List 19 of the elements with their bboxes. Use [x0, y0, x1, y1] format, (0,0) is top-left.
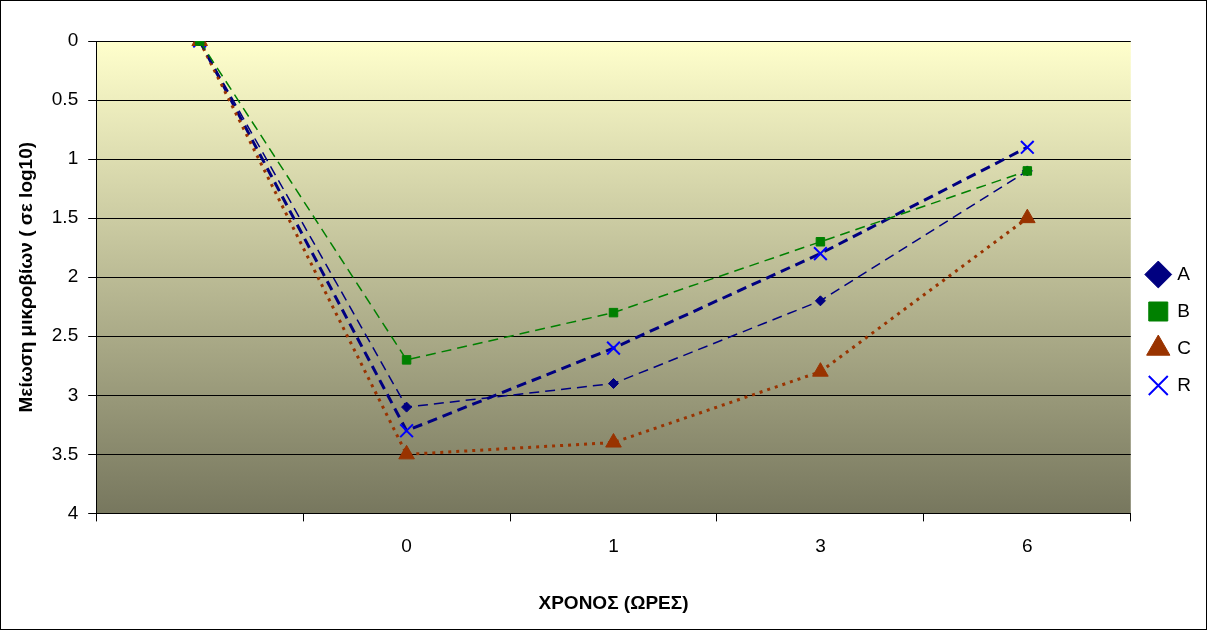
x-tick-label: 3	[815, 535, 826, 557]
y-tick-label: 1	[67, 147, 79, 169]
y-tick-label: 3	[67, 383, 79, 405]
legend-label: B	[1177, 299, 1190, 321]
y-axis-title: Μείωση μικροβίων ( σε log10)	[14, 141, 36, 413]
x-tick-label: 1	[608, 535, 619, 557]
x-tick-label: 0	[401, 535, 412, 557]
y-tick-label: 2.5	[51, 324, 79, 346]
y-tick-label: 4	[67, 501, 79, 523]
legend-label: R	[1177, 373, 1192, 395]
legend-label: C	[1177, 336, 1192, 358]
y-tick-label: 3.5	[51, 442, 79, 464]
legend-label: A	[1177, 262, 1191, 284]
y-tick-label: 0.5	[51, 88, 79, 110]
y-tick-label: 0	[67, 29, 79, 51]
y-tick-label: 2	[67, 265, 79, 287]
x-axis-title: ΧΡΟΝΟΣ (ΩΡΕΣ)	[538, 591, 689, 613]
y-tick-label: 1.5	[51, 206, 79, 228]
x-tick-label: 6	[1022, 535, 1033, 557]
